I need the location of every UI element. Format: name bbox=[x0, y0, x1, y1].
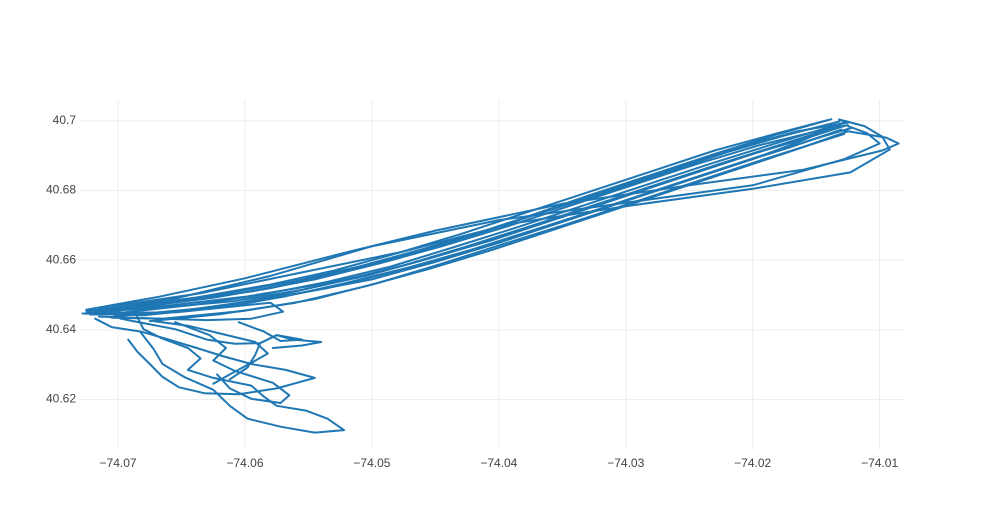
trace-segment-0-6 bbox=[110, 118, 830, 310]
trace-segment-0-23 bbox=[152, 320, 269, 385]
x-tick-label-2: −74.05 bbox=[353, 456, 390, 470]
x-tick-label-6: −74.01 bbox=[861, 456, 898, 470]
trace-segment-0-21 bbox=[119, 317, 323, 349]
trace-segment-0-4 bbox=[91, 125, 846, 313]
trace-segment-0-12 bbox=[85, 120, 840, 312]
x-tick-label-4: −74.03 bbox=[607, 456, 644, 470]
trace-segment-0-5 bbox=[85, 118, 833, 312]
y-tick-label-0: 40.62 bbox=[46, 392, 76, 406]
y-tick-label-2: 40.66 bbox=[46, 252, 76, 266]
trace-segment-0-22 bbox=[94, 317, 316, 396]
y-tick-label-3: 40.68 bbox=[46, 183, 76, 197]
y-gridlines bbox=[80, 120, 905, 401]
trace-segment-0-2 bbox=[101, 124, 849, 311]
x-tick-label-0: −74.07 bbox=[100, 456, 137, 470]
trace-segment-0-16 bbox=[85, 129, 900, 311]
x-tick-label-1: −74.06 bbox=[226, 456, 263, 470]
x-gridlines bbox=[117, 100, 881, 450]
trace-segment-0-18 bbox=[136, 315, 345, 434]
trip-traces bbox=[81, 118, 900, 434]
y-tick-label-4: 40.7 bbox=[53, 113, 77, 127]
trace-segment-0-17 bbox=[110, 301, 285, 322]
x-tick-label-5: −74.02 bbox=[734, 456, 771, 470]
y-tick-label-1: 40.64 bbox=[46, 322, 76, 336]
trace-segment-0-15 bbox=[98, 118, 891, 310]
trace-segment-0-19 bbox=[174, 321, 291, 404]
x-tick-label-3: −74.04 bbox=[480, 456, 517, 470]
trace-segment-0-11 bbox=[98, 133, 846, 320]
y-axis-tick-labels: 40.62 40.64 40.66 40.68 40.7 bbox=[46, 113, 76, 406]
x-axis-tick-labels: −74.07 −74.06 −74.05 −74.04 −74.03 −74.02 −74.… bbox=[100, 456, 899, 470]
trace-segment-0-14 bbox=[89, 125, 881, 313]
trace-segment-0-13 bbox=[113, 126, 853, 318]
trace-segment-0-9 bbox=[85, 122, 842, 314]
